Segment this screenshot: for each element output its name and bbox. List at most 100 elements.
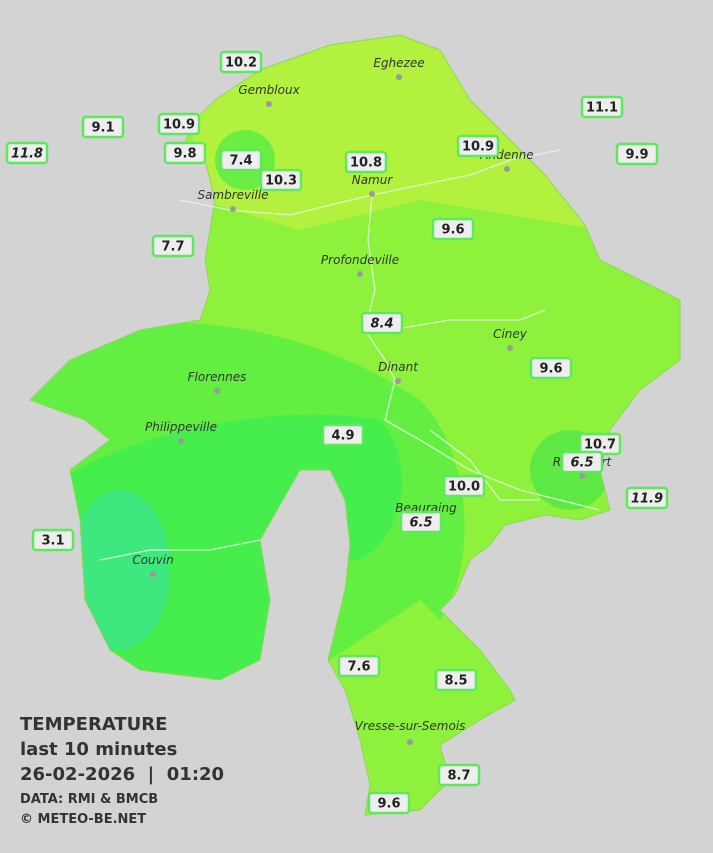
station-label: 8.4 xyxy=(360,311,404,335)
place-dot xyxy=(266,101,272,107)
place-dot xyxy=(407,739,413,745)
legend-subtitle: last 10 minutes xyxy=(20,739,177,760)
station-box xyxy=(399,510,443,534)
station-label: 10.0 xyxy=(442,474,486,498)
place-dot xyxy=(214,388,220,394)
station-box xyxy=(337,654,381,678)
place-dot xyxy=(150,571,156,577)
station-label: 7.7 xyxy=(151,234,195,258)
station-label: 8.7 xyxy=(437,763,481,787)
place-dot xyxy=(396,74,402,80)
legend: TEMPERATURE last 10 minutes 26-02-2026 |… xyxy=(20,714,224,827)
station-box xyxy=(151,234,195,258)
station-value: 10.9 xyxy=(462,140,494,155)
station-value: 7.4 xyxy=(229,154,252,169)
station-value: 6.5 xyxy=(570,456,593,471)
station-label: 6.5 xyxy=(560,450,604,474)
station-box xyxy=(580,95,624,119)
station-box xyxy=(163,141,207,165)
place-dot xyxy=(230,206,236,212)
station-label: 11.1 xyxy=(580,95,624,119)
station-label: 9.6 xyxy=(529,356,573,380)
station-box xyxy=(442,474,486,498)
station-box xyxy=(81,115,125,139)
station-label: 3.1 xyxy=(31,528,75,552)
station-label: 10.2 xyxy=(219,50,263,74)
place-dot xyxy=(178,438,184,444)
station-box xyxy=(615,142,659,166)
station-box xyxy=(431,217,475,241)
station-box xyxy=(219,148,263,172)
station-box xyxy=(625,486,669,510)
station-box xyxy=(560,450,604,474)
station-value: 10.9 xyxy=(163,118,195,133)
station-value: 11.1 xyxy=(586,101,618,116)
station-value: 11.9 xyxy=(631,492,663,507)
station-box xyxy=(219,50,263,74)
station-box xyxy=(157,112,201,136)
station-value: 8.4 xyxy=(370,317,393,332)
station-box xyxy=(434,668,478,692)
station-value: 9.6 xyxy=(539,362,562,377)
place-dot xyxy=(357,271,363,277)
legend-credit: © METEO-BE.NET xyxy=(20,812,146,827)
station-box xyxy=(456,134,500,158)
station-value: 9.9 xyxy=(625,148,648,163)
station-label: 9.6 xyxy=(431,217,475,241)
station-label: 7.6 xyxy=(337,654,381,678)
station-label: 9.9 xyxy=(615,142,659,166)
station-value: 10.3 xyxy=(265,174,297,189)
place-name: Gembloux xyxy=(238,83,300,97)
station-value: 10.7 xyxy=(584,438,616,453)
place-dot xyxy=(507,345,513,351)
station-value: 9.6 xyxy=(377,797,400,812)
station-label: 10.9 xyxy=(456,134,500,158)
station-box xyxy=(437,763,481,787)
station-box xyxy=(529,356,573,380)
place-name: Profondeville xyxy=(321,253,399,267)
station-label: 10.9 xyxy=(157,112,201,136)
station-label: 6.5 xyxy=(399,510,443,534)
station-value: 9.8 xyxy=(173,147,196,162)
station-label: 10.3 xyxy=(259,168,303,192)
place-name: Sambreville xyxy=(197,188,268,202)
station-value: 10.0 xyxy=(448,480,480,495)
legend-title: TEMPERATURE xyxy=(20,714,167,735)
station-label: 9.6 xyxy=(367,791,411,815)
station-value: 9.1 xyxy=(91,121,114,136)
station-label: 11.8 xyxy=(5,141,49,165)
place-name: Dinant xyxy=(378,360,419,374)
station-box xyxy=(5,141,49,165)
station-value: 8.5 xyxy=(444,674,467,689)
station-box xyxy=(31,528,75,552)
station-box xyxy=(367,791,411,815)
station-value: 7.7 xyxy=(161,240,184,255)
station-box xyxy=(321,423,365,447)
place-name: Eghezee xyxy=(373,56,424,70)
station-value: 10.8 xyxy=(350,156,382,171)
station-label: 7.4 xyxy=(219,148,263,172)
station-value: 7.6 xyxy=(347,660,370,675)
place-dot xyxy=(579,473,585,479)
station-value: 8.7 xyxy=(447,769,470,784)
place-name: Couvin xyxy=(132,553,173,567)
station-box xyxy=(360,311,404,335)
place-dot xyxy=(369,191,375,197)
station-label: 9.8 xyxy=(163,141,207,165)
station-label: 4.9 xyxy=(321,423,365,447)
station-value: 6.5 xyxy=(409,516,432,531)
legend-source: DATA: RMI & BMCB xyxy=(20,792,158,807)
station-label: 11.9 xyxy=(625,486,669,510)
station-box xyxy=(259,168,303,192)
station-value: 3.1 xyxy=(41,534,64,549)
place-dot xyxy=(504,166,510,172)
station-box xyxy=(344,150,388,174)
station-label: 9.1 xyxy=(81,115,125,139)
station-value: 11.8 xyxy=(11,147,43,162)
legend-datetime: 26-02-2026 | 01:20 xyxy=(20,764,224,785)
place-name: Florennes xyxy=(188,370,247,384)
place-name: Ciney xyxy=(493,327,528,341)
place-name: Namur xyxy=(352,173,394,187)
station-label: 8.5 xyxy=(434,668,478,692)
